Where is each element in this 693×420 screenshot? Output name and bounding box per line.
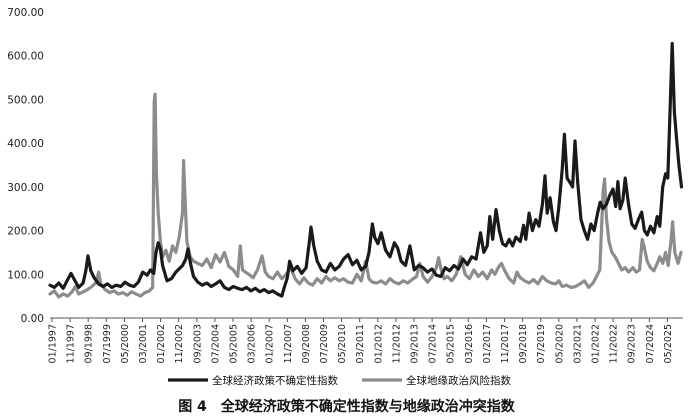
x-tick-label: 03/2001 [138, 324, 149, 363]
x-tick-label: 11/2022 [609, 324, 620, 363]
x-axis-ticks [51, 318, 668, 322]
x-tick-label: 03/2021 [572, 324, 583, 363]
x-tick-label: 09/2003 [192, 324, 203, 363]
figure-caption: 图 4 全球经济政策不确定性指数与地缘政治冲突指数 [178, 399, 515, 415]
x-tick-label: 01/1997 [48, 324, 59, 363]
x-tick-label: 01/2007 [265, 324, 276, 363]
x-tick-label: 07/1999 [102, 324, 113, 363]
x-tick-label: 11/2002 [174, 324, 185, 363]
x-tick-label: 07/2004 [210, 324, 221, 363]
x-tick-label: 05/2000 [120, 324, 131, 363]
x-tick-label: 01/2022 [591, 324, 602, 363]
y-tick-label: 600.00 [7, 51, 44, 63]
x-tick-label: 03/2016 [464, 324, 475, 363]
x-tick-label: 05/2020 [554, 324, 565, 363]
y-tick-label: 200.00 [7, 226, 44, 238]
legend-label-1: 全球经济政策不确定性指数 [212, 374, 338, 387]
x-tick-label: 05/2005 [229, 324, 240, 363]
y-tick-label: 0.00 [21, 313, 44, 325]
x-tick-label: 03/2006 [247, 324, 258, 363]
x-tick-label: 01/2017 [482, 324, 493, 363]
x-tick-label: 09/2013 [410, 324, 421, 363]
x-axis-tick-labels: 01/1997 11/1997 09/1998 07/1999 05/2000 03/20… [48, 324, 674, 363]
x-tick-label: 05/2010 [337, 324, 348, 363]
x-tick-label: 07/2019 [536, 324, 547, 363]
legend: 全球经济政策不确定性指数 全球地缘政治风险指数 [168, 374, 511, 387]
x-tick-label: 11/2012 [391, 324, 402, 363]
x-tick-label: 09/2018 [518, 324, 529, 363]
x-tick-label: 07/2024 [645, 324, 656, 363]
chart: 0.00 100.00 200.00 300.00 400.00 500.00 600.00… [7, 7, 684, 387]
series-layer [48, 41, 684, 299]
x-tick-label: 03/2011 [355, 324, 366, 363]
x-tick-label: 05/2025 [663, 324, 674, 363]
series-line-1 [48, 41, 684, 298]
x-tick-label: 07/2014 [428, 324, 439, 363]
x-tick-label: 01/2002 [156, 324, 167, 363]
y-tick-label: 700.00 [7, 7, 44, 19]
x-tick-label: 11/1997 [66, 324, 77, 363]
x-tick-label: 11/2007 [283, 324, 294, 363]
x-tick-label: 07/2009 [319, 324, 330, 363]
series-line-2 [48, 92, 683, 299]
x-tick-label: 05/2015 [446, 324, 457, 363]
x-tick-label: 09/2023 [627, 324, 638, 363]
x-tick-label: 11/2017 [500, 324, 511, 363]
y-tick-label: 300.00 [7, 182, 44, 194]
x-tick-label: 09/1998 [84, 324, 95, 363]
y-tick-label: 400.00 [7, 138, 44, 150]
legend-label-2: 全球地缘政治风险指数 [406, 374, 511, 387]
y-tick-label: 100.00 [7, 269, 44, 281]
y-axis-tick-labels: 0.00 100.00 200.00 300.00 400.00 500.00 600.00… [7, 7, 44, 325]
x-tick-label: 01/2012 [373, 324, 384, 363]
y-tick-label: 500.00 [7, 94, 44, 106]
x-tick-label: 09/2008 [301, 324, 312, 363]
